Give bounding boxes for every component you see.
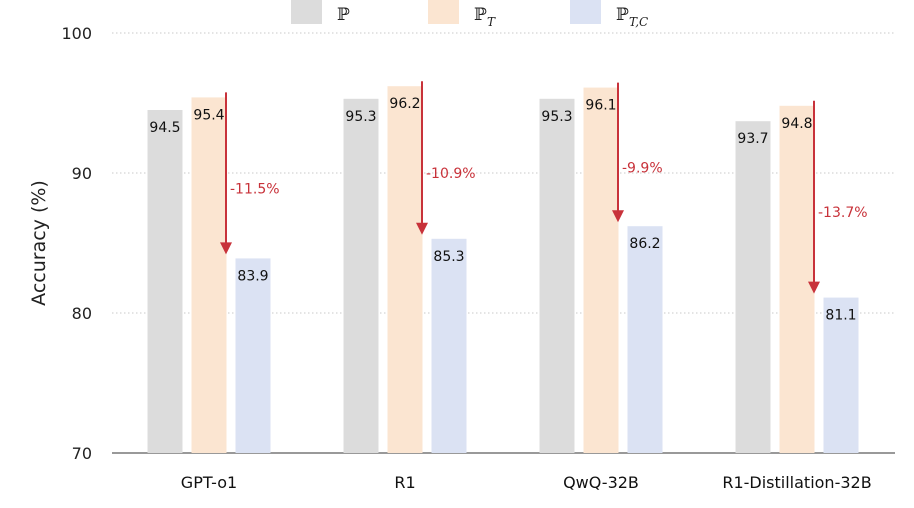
bar [387,86,423,453]
legend-label: ℙ [474,5,487,25]
bar [823,297,859,453]
drop-percentage-label: -11.5% [230,181,280,197]
y-tick-label: 90 [72,164,92,183]
legend-swatch [291,0,322,24]
bar-value-label: 96.1 [585,98,616,114]
x-tick-label: R1 [394,473,415,492]
bar-value-label: 95.3 [541,109,572,125]
x-tick-label: GPT-o1 [181,473,237,492]
y-axis-label: Accuracy (%) [28,180,50,306]
bar-value-label: 94.8 [781,116,812,132]
bar-value-label: 96.2 [389,96,420,112]
x-tick-label: R1-Distillation-32B [722,473,871,492]
bar-value-label: 95.3 [345,109,376,125]
legend: ℙ ℙ T ℙ T,C [291,0,648,29]
bar-value-label: 83.9 [237,268,268,284]
legend-label: ℙ [337,5,350,25]
bar-value-label: 85.3 [433,249,464,265]
bar [627,226,663,453]
bar [343,98,379,454]
bar [539,98,575,454]
x-tick-label: QwQ-32B [563,473,639,492]
legend-swatch [428,0,459,24]
labels-layer: 70 80 90 100 94.5 95.4 83.9 GPT-o1 -11.5% 95.3 96.… [61,24,871,492]
drop-arrow-head [220,242,232,255]
drop-percentage-label: -13.7% [818,205,868,221]
bar-value-label: 94.5 [149,120,180,136]
legend-swatch [570,0,601,24]
legend-subscript: T,C [629,15,648,29]
bar [431,238,467,453]
legend-label: ℙ [616,5,629,25]
bar [583,87,619,453]
y-tick-label: 100 [61,24,92,43]
bar [235,258,271,453]
y-tick-label: 70 [72,444,92,463]
drop-percentage-label: -10.9% [426,166,476,182]
bar-value-label: 81.1 [825,308,856,324]
bar [191,97,227,454]
bar-value-label: 93.7 [737,131,768,147]
y-tick-label: 80 [72,304,92,323]
bar-value-label: 86.2 [629,236,660,252]
bar [147,110,183,453]
drop-arrow-head [808,281,820,294]
drop-arrow-head [416,222,428,235]
bar [779,105,815,454]
bars-layer [147,86,859,454]
drop-arrow-head [612,210,624,223]
drop-percentage-label: -9.9% [622,160,663,176]
bar [735,121,771,453]
bar-value-label: 95.4 [193,107,224,123]
legend-subscript: T [487,15,496,29]
